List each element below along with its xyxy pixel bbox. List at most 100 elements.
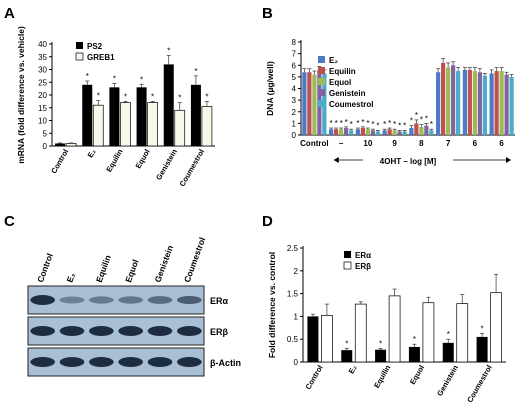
blot-band — [177, 295, 202, 305]
legend-label: Equilin — [329, 67, 356, 76]
bar — [334, 129, 339, 135]
bar — [499, 71, 504, 135]
bar — [136, 87, 147, 146]
significance-mark: * — [113, 75, 116, 84]
category-label: Control — [49, 148, 70, 176]
lane-label: Coumestrol — [182, 236, 208, 284]
significance-mark: * — [335, 119, 338, 128]
bar — [414, 123, 419, 135]
category-label: Genistein — [154, 147, 179, 181]
y-tick-label: 5 — [43, 129, 48, 138]
category-label: 10 — [363, 139, 372, 148]
bar — [147, 102, 158, 147]
bar — [422, 302, 435, 363]
bar — [441, 62, 446, 135]
significance-mark: * — [330, 119, 333, 128]
blot-band — [118, 357, 143, 367]
category-label: Coumestrol — [178, 148, 207, 189]
bar — [429, 130, 434, 135]
y-axis-label: Fold difference vs. control — [267, 252, 277, 358]
bar — [451, 65, 456, 135]
y-axis-label: DNA (µg/well) — [265, 61, 275, 116]
bar — [436, 72, 441, 135]
bar — [109, 87, 120, 146]
bar — [355, 129, 360, 135]
band-label: ERβ — [210, 327, 229, 337]
bar — [509, 76, 514, 135]
y-tick-label: 2.5 — [287, 244, 299, 253]
y-tick-label: 1 — [292, 119, 297, 128]
legend-swatch — [76, 42, 83, 49]
significance-mark: * — [403, 121, 406, 130]
y-tick-label: 2 — [294, 267, 299, 276]
bar — [55, 143, 66, 146]
category-label: Control — [304, 364, 325, 392]
blot-strip — [27, 316, 205, 346]
bar — [446, 67, 451, 135]
bar — [344, 128, 349, 135]
y-tick-label: 0 — [294, 358, 299, 367]
significance-mark: * — [410, 117, 413, 126]
significance-mark: * — [383, 120, 386, 129]
panel-letter-d: D — [262, 213, 273, 230]
significance-mark: * — [447, 330, 450, 339]
blot-band — [147, 357, 173, 367]
bar — [402, 131, 407, 135]
category-label: Genistein — [435, 363, 460, 397]
legend-label: E₂ — [329, 56, 338, 65]
legend-label: GREB1 — [87, 53, 115, 62]
significance-mark: * — [350, 120, 353, 129]
y-tick-label: 20 — [38, 91, 47, 100]
legend-label: ERβ — [355, 262, 371, 271]
panel-letter-c: C — [4, 213, 15, 230]
bar — [329, 129, 334, 135]
y-tick-label: 0 — [43, 142, 48, 151]
significance-mark: * — [388, 119, 391, 128]
blot-strip — [27, 285, 205, 315]
bar — [354, 303, 367, 363]
x-axis-label: 4OHT – log [M] — [380, 157, 437, 166]
bar — [370, 130, 375, 135]
bar — [392, 130, 397, 135]
y-tick-label: 1.5 — [287, 290, 299, 299]
bar — [388, 295, 401, 363]
category-label: 6 — [473, 139, 478, 148]
category-label: Equilin — [372, 363, 393, 390]
blot-band — [177, 326, 202, 336]
category-label: Control — [300, 139, 328, 148]
y-tick-label: 4 — [292, 85, 297, 94]
bar — [467, 69, 472, 135]
blot-band — [30, 326, 55, 336]
y-tick-label: 7 — [292, 50, 297, 59]
bar — [490, 292, 502, 363]
significance-mark: * — [361, 118, 364, 127]
significance-mark: * — [340, 119, 343, 128]
legend-label: PS2 — [87, 42, 103, 51]
bar — [163, 64, 174, 146]
lane-label: Control — [35, 252, 55, 284]
significance-mark: * — [371, 120, 374, 129]
lane-label: Genistein — [152, 244, 175, 284]
bar — [341, 350, 353, 362]
y-axis-label: mRNA (fold difference vs. vehicle) — [16, 26, 26, 164]
category-label: E₂ — [86, 148, 98, 160]
significance-mark: * — [430, 120, 433, 129]
bar — [456, 303, 469, 363]
significance-mark: * — [366, 119, 369, 128]
chart-panel-d: 0 0.5 1 1.5 2 2.5 Fold difference vs. control C… — [267, 244, 506, 404]
bar — [349, 130, 354, 135]
bar — [82, 84, 93, 146]
y-tick-label: 10 — [38, 117, 47, 126]
category-label: 8 — [419, 139, 424, 148]
bar — [419, 126, 424, 135]
bar — [409, 128, 414, 135]
blot-band — [59, 326, 85, 336]
legend-swatch — [75, 52, 84, 61]
blot-band — [147, 296, 173, 304]
bar — [504, 74, 509, 135]
blot-band — [177, 357, 202, 367]
bar — [120, 102, 131, 147]
bar — [307, 316, 319, 362]
